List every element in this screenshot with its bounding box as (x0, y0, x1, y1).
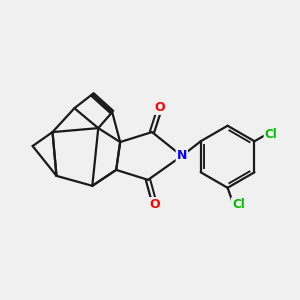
Text: O: O (149, 198, 160, 211)
Text: O: O (154, 101, 165, 114)
Text: N: N (177, 149, 187, 163)
Text: Cl: Cl (232, 198, 245, 211)
Text: Cl: Cl (265, 128, 277, 141)
